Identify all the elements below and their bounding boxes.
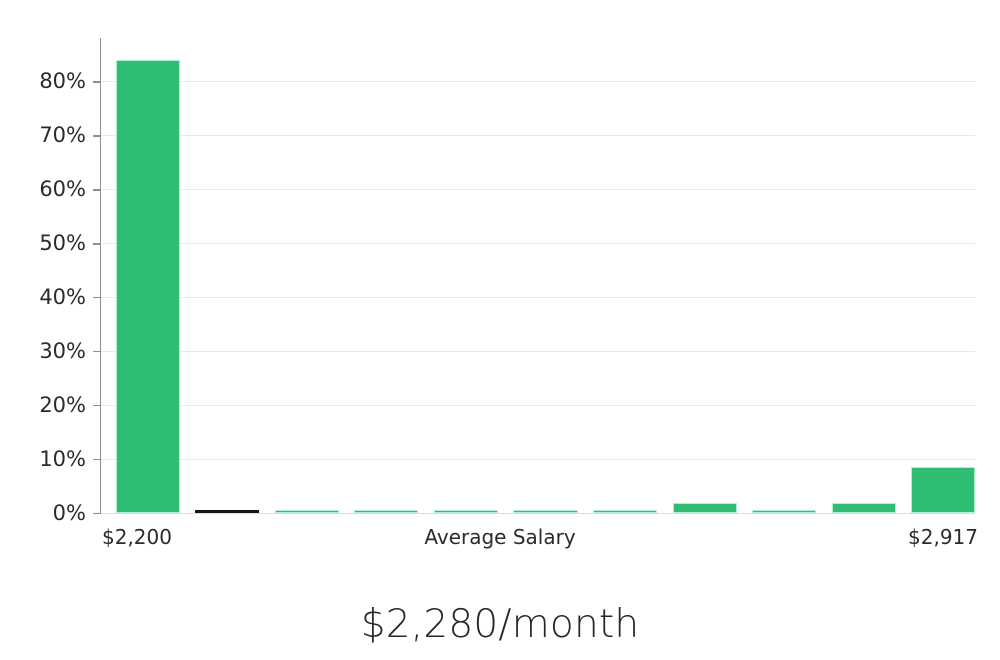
gridline-50 <box>100 243 975 245</box>
x-tick-label-left: $2,200 <box>102 525 172 549</box>
gridline-30 <box>100 351 975 353</box>
y-tick-mark-20 <box>93 405 100 407</box>
y-tick-label-30: 30% <box>39 339 86 364</box>
bar-1 <box>195 510 260 513</box>
y-tick-label-10: 10% <box>39 447 86 472</box>
y-axis-tick-labels: 0% 10% 20% 30% 40% 50% 60% 70% 80% <box>0 0 86 660</box>
y-tick-mark-50 <box>93 243 100 245</box>
gridline-70 <box>100 135 975 137</box>
y-tick-mark-60 <box>93 189 100 191</box>
y-tick-mark-70 <box>93 135 100 137</box>
bar-8 <box>752 510 817 513</box>
y-tick-label-0: 0% <box>52 501 86 525</box>
y-tick-label-50: 50% <box>39 231 86 256</box>
bar-9 <box>831 503 896 513</box>
y-axis-spine <box>100 38 102 514</box>
bar-4 <box>433 510 498 513</box>
gridline-20 <box>100 405 975 407</box>
y-tick-mark-30 <box>93 351 100 353</box>
gridline-80 <box>100 81 975 83</box>
chart-caption: $2,280/month <box>360 602 640 647</box>
bar-2 <box>274 510 339 513</box>
x-axis-label: Average Salary <box>424 525 576 549</box>
bar-5 <box>513 510 578 513</box>
y-tick-label-80: 80% <box>39 69 86 94</box>
y-tick-label-70: 70% <box>39 123 86 148</box>
y-tick-label-60: 60% <box>39 177 86 202</box>
bar-7 <box>672 503 737 513</box>
y-tick-mark-40 <box>93 297 100 299</box>
gridline-40 <box>100 297 975 299</box>
y-tick-mark-0 <box>93 513 100 515</box>
bar-0 <box>115 59 180 513</box>
bar-10 <box>911 467 976 513</box>
bar-6 <box>593 510 658 513</box>
y-tick-label-20: 20% <box>39 393 86 418</box>
gridline-10 <box>100 459 975 461</box>
plot-area <box>100 38 976 514</box>
bar-3 <box>354 510 419 513</box>
y-tick-mark-80 <box>93 81 100 83</box>
gridline-60 <box>100 189 975 191</box>
y-tick-mark-10 <box>93 459 100 461</box>
x-tick-label-right: $2,917 <box>908 525 978 549</box>
gridline-0 <box>100 513 975 514</box>
y-tick-label-40: 40% <box>39 285 86 310</box>
